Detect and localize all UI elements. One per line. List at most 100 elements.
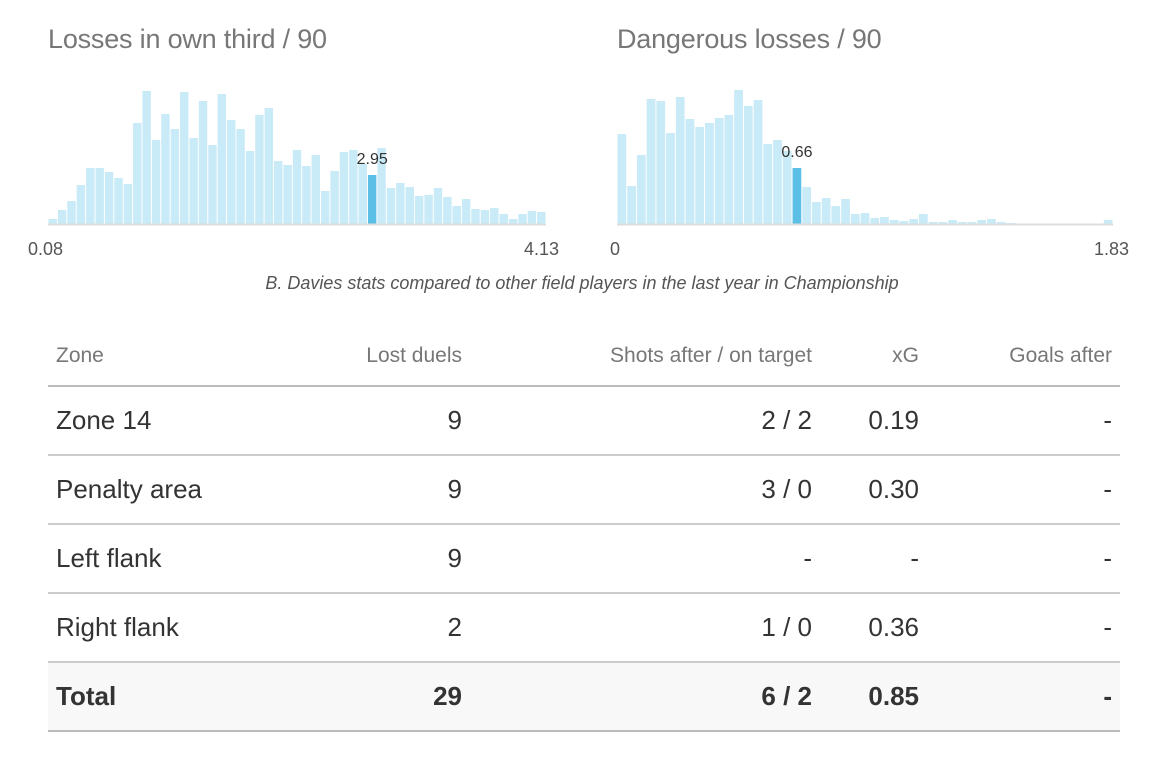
histogram-1-bar (48, 219, 57, 224)
cell-zone: Right flank (48, 593, 278, 663)
histogram-1-bar (508, 219, 518, 224)
histogram-2-bar (705, 123, 714, 224)
histogram-2-bar (734, 90, 743, 224)
histogram-2-player-value-label: 0.66 (781, 144, 812, 161)
histogram-1-bar (142, 91, 151, 224)
histogram-2-bar (870, 218, 880, 224)
cell-xg: - (820, 524, 927, 594)
histogram-1-bar (471, 209, 480, 224)
histogram-1-bar (198, 101, 208, 224)
histogram-1-min-label: 0.08 (28, 239, 64, 259)
histogram-1-bar (386, 188, 396, 224)
cell-xg: 0.19 (820, 386, 927, 456)
histogram-2-bar (957, 222, 967, 224)
histogram-2-bar (627, 186, 636, 224)
cell-lost-duels: 2 (278, 593, 470, 663)
cell-shots-after: 2 / 2 (470, 386, 820, 456)
histogram-2-bar (802, 187, 812, 224)
histogram-2-bar (889, 220, 899, 224)
cell-goals-after: - (927, 386, 1120, 456)
histogram-2-bar (918, 214, 928, 224)
histogram-1-bar (133, 123, 142, 224)
cell-lost-duels: 9 (278, 524, 470, 594)
histogram-1-bar (480, 210, 490, 224)
total-label: Total (48, 662, 278, 732)
cell-goals-after: - (927, 455, 1120, 525)
cell-shots-after: - (470, 524, 820, 594)
histogram-2-bar (695, 127, 705, 224)
histogram-1-bar (170, 129, 180, 224)
histogram-2-bar (714, 118, 724, 224)
histogram-2-bar (656, 101, 666, 224)
histogram-dangerous-losses: 0.66 (617, 90, 1113, 226)
histogram-2-bar (899, 221, 909, 224)
histogram-1-bar (377, 148, 386, 224)
histogram-1-bar (358, 164, 367, 224)
histogram-2-bar (646, 99, 656, 224)
histogram-1-bar (424, 195, 433, 224)
cell-goals-after: - (927, 524, 1120, 594)
histogram-2-bar (909, 219, 918, 224)
cell-xg: 0.30 (820, 455, 927, 525)
histogram-2-bar (831, 206, 841, 224)
histogram-1-bar (264, 108, 274, 224)
histogram-1-bar (443, 197, 452, 224)
histogram-2-bar (880, 217, 889, 224)
histogram-losses-own-third: 2.95 (48, 91, 546, 226)
histogram-1-bar (274, 161, 283, 224)
histogram-1-bar (490, 208, 499, 224)
comparison-caption: B. Davies stats compared to other field … (265, 273, 899, 293)
histogram-1-bar (452, 206, 461, 224)
chart-title-dangerous-losses: Dangerous losses / 90 (617, 24, 882, 54)
chart-title-losses-own-third: Losses in own third / 90 (48, 24, 327, 54)
histogram-2-bar (967, 222, 977, 224)
histogram-2-bar (841, 199, 850, 224)
table-row: Left flank 9 - - - (48, 524, 1120, 594)
histogram-2-bar (850, 214, 860, 224)
total-xg: 0.85 (820, 662, 927, 732)
histogram-1-bar (349, 150, 358, 224)
histogram-1-bar (245, 151, 255, 224)
histogram-2-bar (743, 106, 753, 224)
table-total-row: Total 29 6 / 2 0.85 - (48, 662, 1120, 732)
histogram-1-bar (433, 188, 443, 224)
total-lost-duels: 29 (278, 662, 470, 732)
cell-xg: 0.36 (820, 593, 927, 663)
histogram-2-bar (948, 220, 957, 224)
cell-zone: Left flank (48, 524, 278, 594)
histogram-1-bar (292, 150, 302, 224)
histogram-2-bar (938, 222, 948, 224)
histogram-1-bar (86, 168, 95, 224)
histogram-2-player-bar (792, 168, 802, 224)
histogram-1-bar (499, 214, 508, 224)
header-lost-duels: Lost duels (278, 327, 470, 387)
cell-lost-duels: 9 (278, 386, 470, 456)
table-row: Penalty area 9 3 / 0 0.30 - (48, 455, 1120, 525)
histogram-1-bar (396, 183, 405, 224)
histogram-1-bar (283, 165, 292, 224)
histogram-1-bar (161, 114, 170, 224)
histogram-2-bar (724, 115, 734, 224)
histogram-2-bar (782, 151, 792, 224)
histogram-1-bar (302, 166, 311, 224)
histogram-1-bar (208, 145, 217, 224)
histogram-2-bar (860, 213, 870, 224)
histogram-1-bar (339, 152, 349, 224)
cell-shots-after: 1 / 0 (470, 593, 820, 663)
histogram-2-bar (763, 144, 773, 224)
header-zone: Zone (48, 327, 278, 387)
histogram-1-bar (114, 178, 123, 224)
histogram-2-bar (812, 202, 821, 224)
histogram-2-min-label: 0 (610, 239, 621, 259)
histogram-1-bar (236, 129, 245, 224)
histogram-2-max-label: 1.83 (1094, 239, 1130, 259)
cell-zone: Zone 14 (48, 386, 278, 456)
histogram-1-bar (330, 171, 339, 224)
histogram-1-bar (123, 184, 133, 224)
header-xg: xG (820, 327, 927, 387)
histogram-1-bar (461, 199, 471, 224)
cell-zone: Penalty area (48, 455, 278, 525)
table-row: Right flank 2 1 / 0 0.36 - (48, 593, 1120, 663)
histogram-2-bar (773, 140, 782, 224)
total-goals-after: - (927, 662, 1120, 732)
